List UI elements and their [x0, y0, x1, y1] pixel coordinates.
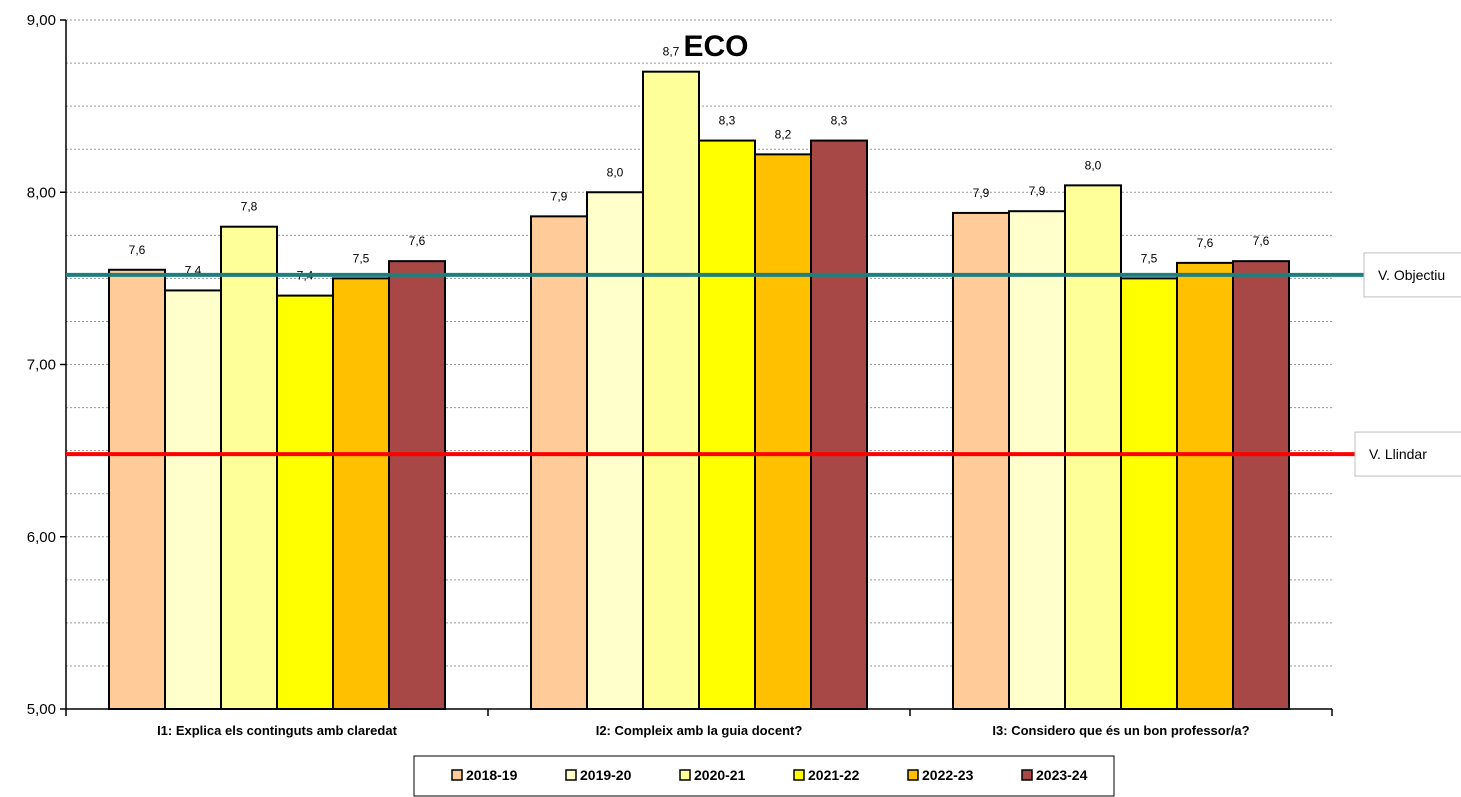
legend: 2018-19 2019-20 2020-21 2021-22 2022-23 2023-… [413, 755, 1115, 797]
legend-swatch [1021, 769, 1033, 781]
data-label-2021-22: 7,5 [1141, 251, 1158, 265]
x-axis: I1: Explica els continguts amb claredat I… [65, 708, 1333, 738]
legend-label: 2022-23 [922, 767, 974, 783]
reference-label: V. Objectiu [1378, 267, 1445, 283]
bar-2019-20 [1008, 210, 1066, 710]
bars [108, 70, 1290, 711]
y-tick-label: 7,00 [27, 357, 56, 374]
data-label-2018-19: 7,9 [973, 186, 990, 200]
bar-2020-21 [220, 225, 278, 710]
data-label-2022-23: 7,6 [1197, 236, 1214, 250]
legend-label: 2023-24 [1036, 767, 1088, 783]
data-label-2021-22: 8,3 [719, 114, 736, 128]
bar-2021-22 [276, 294, 334, 710]
bar-2023-24 [1232, 260, 1290, 710]
legend-swatch [565, 769, 577, 781]
y-tick-label: 9,00 [27, 12, 56, 29]
bar-2022-23 [1176, 261, 1234, 710]
legend-swatch [793, 769, 805, 781]
legend-label: 2019-20 [580, 767, 632, 783]
legend-box [413, 755, 1115, 797]
reference-label-box [1354, 431, 1461, 477]
category-label: I3: Considero que és un bon professor/a? [992, 723, 1249, 738]
reference-label: V. Llindar [1369, 446, 1427, 462]
data-label-2019-20: 8,0 [607, 165, 624, 179]
legend-swatch [907, 769, 919, 781]
legend-swatch [451, 769, 463, 781]
legend-label: 2020-21 [694, 767, 746, 783]
data-label-2023-24: 7,6 [1253, 234, 1270, 248]
data-label-2023-24: 7,6 [409, 234, 426, 248]
legend-swatch [679, 769, 691, 781]
reference-lines: V. Objectiu V. Llindar [66, 252, 1461, 477]
y-tick-label: 8,00 [27, 184, 56, 201]
legend-label: 2018-19 [466, 767, 518, 783]
bar-2018-19 [952, 211, 1010, 710]
data-label-2018-19: 7,9 [551, 189, 568, 203]
data-label-2023-24: 8,3 [831, 114, 848, 128]
y-tick-label: 5,00 [27, 701, 56, 718]
bar-2019-20 [586, 191, 644, 710]
bar-2020-21 [642, 70, 700, 711]
data-labels: 7,67,47,87,47,57,67,98,08,78,38,28,37,97… [129, 45, 1270, 283]
category-label: I2: Compleix amb la guia docent? [596, 723, 803, 738]
data-label-2022-23: 7,5 [353, 251, 370, 265]
bar-2022-23 [332, 277, 390, 710]
legend-label: 2021-22 [808, 767, 860, 783]
bar-2020-21 [1064, 184, 1122, 711]
bar-2018-19 [108, 268, 166, 710]
bar-2021-22 [1120, 277, 1178, 710]
chart-title: ECO [683, 30, 748, 63]
bar-2021-22 [698, 139, 756, 710]
reference-label-box [1363, 252, 1461, 298]
y-tick-label: 6,00 [27, 529, 56, 546]
data-label-2022-23: 8,2 [775, 127, 792, 141]
bar-2018-19 [530, 215, 588, 711]
bar-2023-24 [388, 260, 446, 710]
bar-2019-20 [164, 289, 222, 710]
data-label-2020-21: 7,8 [241, 200, 258, 214]
data-label-2018-19: 7,6 [129, 243, 146, 257]
y-axis: 5,00 6,00 7,00 8,00 9,00 [27, 12, 67, 718]
data-label-2020-21: 8,0 [1085, 158, 1102, 172]
bar-2023-24 [810, 139, 868, 710]
data-label-2019-20: 7,9 [1029, 184, 1046, 198]
category-label: I1: Explica els continguts amb claredat [157, 723, 398, 738]
bar-2022-23 [754, 153, 812, 711]
data-label-2020-21: 8,7 [663, 45, 680, 59]
